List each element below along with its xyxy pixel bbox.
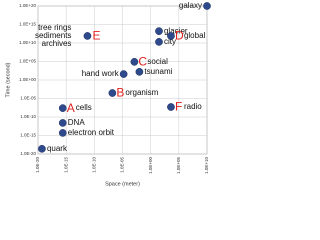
point [58,104,67,112]
point-label: cells [76,103,92,112]
point-letter: A [67,101,75,115]
y-tick-label: 1.0E+15 [19,22,36,27]
x-tick-label: 1.0E+10 [204,157,209,174]
point [155,38,163,46]
point [58,119,67,127]
point-label: glacier [164,26,188,35]
x-tick-label: 1.0E-15 [63,157,68,173]
y-tick-label: 1.0E-10 [20,114,36,119]
point-label: DNA [68,118,86,127]
point [203,2,211,10]
point [167,103,175,111]
y-tick-label: 1.0E+20 [19,3,36,8]
point-label: global [184,31,206,40]
point [119,70,128,78]
point-label: electron orbit [68,128,115,137]
x-tick-label: 1.0E+05 [176,157,181,174]
point-label: social [147,57,168,66]
point-label: hand work [82,69,120,78]
point-label: radio [184,102,202,111]
point-letter: B [116,86,124,100]
point [135,67,144,76]
point-label: city [164,37,176,46]
point [108,89,117,97]
point-label: archives [42,39,72,48]
point-label: quark [47,144,68,153]
point [58,129,67,137]
x-tick-label: 1.0E-05 [120,157,125,173]
point-letter: C [138,55,147,69]
point-label: tree rings [38,23,71,32]
y-tick-label: 1.0E-20 [20,151,36,156]
y-tick-label: 1.0E-05 [20,96,36,101]
point [83,32,92,40]
x-axis-title: Space (meter) [105,181,140,187]
point [130,58,139,66]
point-letter: F [175,100,182,114]
point-label: tsunami [144,67,172,76]
y-tick-label: 1.0E+10 [19,40,36,45]
point [167,32,175,40]
point-label: sediments [35,31,71,40]
chart: 1.0E-20 1.0E-15 1.0E-10 1.0E-05 1.0E+00 1.0E+… [5,1,211,187]
point-label: galaxy [179,1,202,10]
y-tick-label: 1.0E-15 [20,133,36,138]
x-tick-label: 1.0E-20 [35,157,40,173]
point [38,144,46,153]
point [155,27,163,35]
y-tick-label: 1.0E+05 [19,59,36,64]
x-tick-label: 1.0E-10 [92,157,97,173]
y-axis-title: Time (second) [5,62,11,97]
point-letter: E [92,29,100,43]
x-tick-label: 1.0E+00 [148,157,153,174]
point-letter: D [175,29,184,43]
y-tick-label: 1.0E+00 [19,77,36,82]
point-label: organism [125,88,158,97]
